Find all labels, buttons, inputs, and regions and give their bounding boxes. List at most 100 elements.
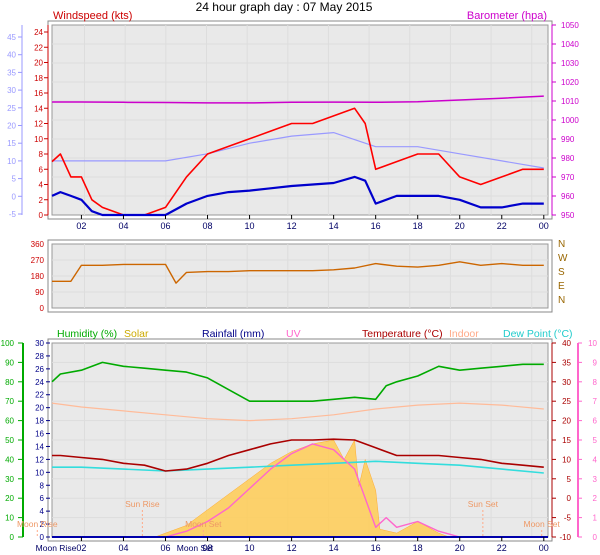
direction-series [52, 261, 544, 284]
x-tick-label: 22 [497, 543, 507, 553]
windspeed-tick: 22 [34, 43, 43, 52]
x-tick-label: 12 [287, 221, 297, 231]
x-tick-label: 14 [329, 221, 339, 231]
temperature-tick: 5 [567, 475, 572, 484]
temperature-tick: -5 [564, 514, 572, 523]
x-tick-label: 04 [118, 543, 128, 553]
outer-tick: 35 [7, 68, 16, 77]
dew-point-line [52, 460, 544, 474]
windspeed-tick: 0 [39, 211, 44, 220]
temperature-tick: -10 [559, 533, 571, 542]
compass-tick: N [558, 239, 565, 250]
temperature-tick: 35 [562, 358, 571, 367]
temperature-x-ticks: 02 04 06 08 10 12 14 16 18 20 22 00 Moon Rise Moon Se… [36, 537, 549, 553]
legend-item: Solar [124, 328, 149, 340]
legend-item: Temperature (°C) [362, 328, 443, 340]
humidity-tick: 70 [5, 397, 14, 406]
wind-chill-line [52, 132, 544, 169]
wind-direction-line [52, 261, 544, 284]
direction-degree-tick: 0 [40, 304, 45, 313]
wind-x-ticks: 02 04 06 08 10 12 14 16 18 20 22 00 [76, 215, 549, 231]
windspeed-tick: 12 [34, 120, 43, 129]
rainfall-tick: 14 [35, 442, 44, 451]
x-tick-label: 14 [329, 543, 339, 553]
outer-tick: 15 [7, 139, 16, 148]
direction-degree-tick: 360 [31, 240, 45, 249]
temperature-tick: 30 [562, 378, 571, 387]
humidity-tick: 20 [5, 494, 14, 503]
barometer-tick: 1050 [561, 21, 579, 30]
windspeed-axis-title: Windspeed (kts) [53, 10, 132, 22]
annotation-label: Moon Set [185, 519, 222, 529]
outer-tick: 10 [7, 157, 16, 166]
uv-tick: 9 [593, 358, 598, 367]
rainfall-tick: 4 [40, 507, 45, 516]
windspeed-tick: 20 [34, 59, 43, 68]
humidity-tick: 60 [5, 417, 14, 426]
outer-tick: -5 [9, 210, 17, 219]
rainfall-tick: 16 [35, 430, 44, 439]
barometer-tick: 990 [561, 135, 575, 144]
annotation-label: Sun Rise [125, 499, 160, 509]
barometer-tick: 970 [561, 173, 575, 182]
direction-degree-tick: 180 [31, 272, 45, 281]
x-tick-label: 00 [539, 543, 549, 553]
legend-item: Rainfall (mm) [202, 328, 264, 340]
barometer-tick: 950 [561, 211, 575, 220]
temperature-line [52, 438, 544, 472]
x-tick-label: 18 [413, 221, 423, 231]
barometer-ticks: 1050 1040 1030 1020 1010 1000 990 980 970 960 950 [551, 21, 579, 220]
outer-tick: 5 [12, 175, 17, 184]
outer-tick: 45 [7, 33, 16, 42]
barometer-tick: 1000 [561, 116, 579, 125]
barometer-tick: 960 [561, 192, 575, 201]
rainfall-tick: 12 [35, 455, 44, 464]
legend-item: Dew Point (°C) [503, 328, 573, 340]
x-tick-label: 10 [245, 221, 255, 231]
temperature-tick: 25 [562, 397, 571, 406]
humidity-tick: 0 [10, 533, 15, 542]
outer-tick: 0 [12, 192, 17, 201]
x-tick-label: 12 [287, 543, 297, 553]
chart-title: 24 hour graph day : 07 May 2015 [196, 0, 373, 14]
outer-tick: 25 [7, 104, 16, 113]
x-tick-label: 16 [371, 543, 381, 553]
x-tick-label: 06 [160, 221, 170, 231]
humidity-line [51, 361, 544, 402]
direction-degree-tick: 270 [31, 256, 45, 265]
rainfall-tick: 0 [40, 533, 45, 542]
rainfall-tick: 22 [35, 391, 44, 400]
uv-tick: 2 [593, 494, 598, 503]
direction-grid [52, 244, 548, 308]
windspeed-tick: 14 [34, 104, 43, 113]
uv-tick: 8 [593, 378, 598, 387]
uv-tick: 6 [593, 417, 598, 426]
windspeed-tick: 6 [39, 165, 44, 174]
legend-item: UV [286, 328, 301, 340]
windspeed-tick: 24 [34, 28, 43, 37]
uv-line [165, 443, 481, 538]
humidity-tick: 90 [5, 358, 14, 367]
outer-tick: 30 [7, 86, 16, 95]
rainfall-tick: 24 [35, 378, 44, 387]
windspeed-tick: 18 [34, 74, 43, 83]
direction-degree-tick: 90 [35, 288, 44, 297]
x-tick-label: 04 [118, 221, 128, 231]
x-tick-label: 02 [76, 543, 86, 553]
rainfall-tick: 18 [35, 417, 44, 426]
barometer-tick: 1020 [561, 78, 579, 87]
uv-tick: 1 [593, 514, 598, 523]
uv-tick: 0 [593, 533, 598, 542]
direction-degree-ticks: 360 270 180 90 0 [31, 240, 45, 313]
temperature-ticks: 40 35 30 25 20 15 10 5 0 -5 -10 [551, 339, 572, 542]
x-tick-label: 22 [497, 221, 507, 231]
annotation-label: Moon Set [523, 519, 560, 529]
x-tick-label: 06 [160, 543, 170, 553]
outer-tick: 20 [7, 122, 16, 131]
rainfall-tick: 6 [40, 494, 45, 503]
legend-item: Indoor [449, 328, 479, 340]
